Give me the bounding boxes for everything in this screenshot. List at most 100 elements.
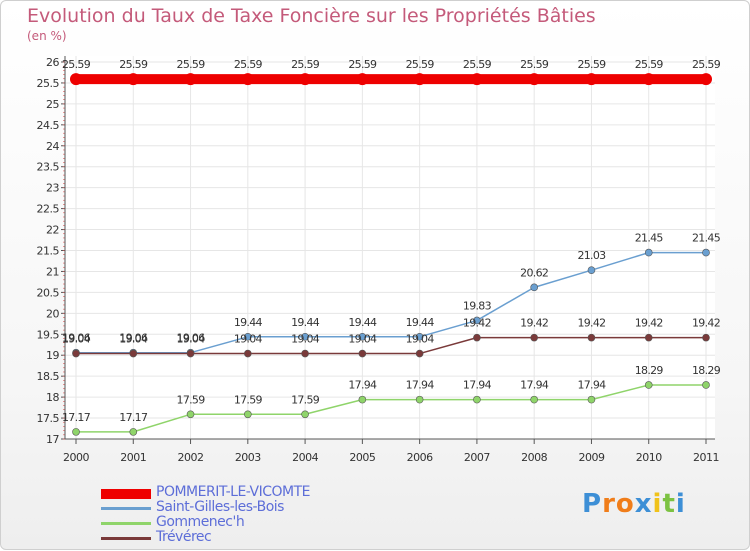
logo-letter: r <box>602 489 616 519</box>
series-point-3 <box>415 349 424 358</box>
data-label: 17.94 <box>577 379 606 392</box>
x-tick-label: 2011 <box>693 451 719 464</box>
series-point-0 <box>470 73 483 86</box>
series-point-0 <box>700 73 712 86</box>
series-point-1 <box>587 266 596 274</box>
series-point-3 <box>186 349 195 358</box>
series-point-0 <box>70 73 82 86</box>
plot-area <box>65 56 715 439</box>
data-label: 17.94 <box>348 379 377 392</box>
data-label: 18.29 <box>692 364 721 377</box>
y-tick-label: 23 <box>46 182 59 195</box>
data-label: 19.06 <box>62 332 91 345</box>
legend-swatch <box>101 507 151 510</box>
series-point-2 <box>244 410 252 419</box>
x-tick-label: 2001 <box>120 451 146 464</box>
data-label: 25.59 <box>119 58 148 71</box>
x-tick-label: 2002 <box>178 451 204 464</box>
y-tick-label: 19.5 <box>37 328 60 341</box>
logo-letter: o <box>615 489 635 519</box>
series-point-3 <box>301 349 309 358</box>
data-label: 21.45 <box>692 232 721 245</box>
series-point-0 <box>184 73 197 86</box>
legend-item: POMMERIT-LE-VICOMTE <box>101 484 421 501</box>
legend-item: Gommenec'h <box>101 514 421 531</box>
data-label: 19.04 <box>406 333 435 346</box>
data-label: 19.04 <box>62 333 91 346</box>
series-point-0 <box>642 73 655 86</box>
series-point-3 <box>702 333 710 342</box>
legend-label: Trévérec <box>156 529 212 545</box>
data-label: 19.42 <box>692 317 720 330</box>
data-label: 19.83 <box>463 299 492 312</box>
data-label: 19.44 <box>291 316 320 329</box>
y-tick-label: 26 <box>46 56 59 69</box>
y-tick-label: 18 <box>46 391 59 404</box>
series-point-3 <box>644 333 653 342</box>
logo-letter: x <box>634 489 653 519</box>
x-tick-label: 2010 <box>636 451 662 464</box>
data-label: 19.04 <box>291 333 320 346</box>
y-tick-label: 20 <box>46 307 59 320</box>
data-label: 25.59 <box>463 58 492 71</box>
data-label: 25.59 <box>577 58 606 71</box>
series-point-0 <box>299 73 312 86</box>
y-tick-label: 20.5 <box>37 286 60 299</box>
data-label: 19.42 <box>577 317 605 330</box>
data-label: 19.04 <box>348 333 377 346</box>
data-label: 25.59 <box>62 58 91 71</box>
series-point-2 <box>415 395 424 404</box>
y-tick-label: 21 <box>46 265 59 278</box>
data-label: 25.59 <box>234 58 263 71</box>
proxiti-logo: Proxiti <box>582 489 686 519</box>
series-point-1 <box>473 316 481 325</box>
series-line-1 <box>76 251 706 354</box>
series-point-2 <box>186 410 195 419</box>
data-label: 17.17 <box>119 411 148 424</box>
legend-swatch <box>101 522 151 525</box>
data-label: 20.62 <box>520 266 548 279</box>
data-label: 25.59 <box>406 58 435 71</box>
chart-title: Evolution du Taux de Taxe Foncière sur l… <box>27 5 596 27</box>
data-label: 25.59 <box>177 58 206 71</box>
series-point-0 <box>241 73 254 86</box>
legend-swatch <box>101 489 151 499</box>
series-point-2 <box>72 428 80 436</box>
data-label: 19.42 <box>463 317 491 330</box>
series-line-2 <box>76 384 706 433</box>
series-point-2 <box>473 395 481 404</box>
series-point-1 <box>644 248 653 257</box>
logo-letter: i <box>675 489 686 519</box>
logo-letter: i <box>652 489 663 519</box>
data-label: 17.59 <box>234 393 263 406</box>
series-point-1 <box>530 283 538 292</box>
y-tick-label: 24.5 <box>37 119 60 132</box>
logo-letter: t <box>662 489 676 519</box>
legend-label: Gommenec'h <box>156 514 245 530</box>
x-tick-label: 2006 <box>407 451 433 464</box>
series-point-2 <box>702 381 710 389</box>
x-tick-label: 2005 <box>349 451 375 464</box>
y-tick-label: 18.5 <box>37 370 60 383</box>
data-label: 17.94 <box>520 379 549 392</box>
data-label: 19.06 <box>177 332 206 345</box>
x-tick-label: 2003 <box>235 451 261 464</box>
y-tick-label: 23.5 <box>37 161 60 174</box>
data-label: 19.44 <box>348 316 377 329</box>
y-tick-label: 19 <box>46 349 59 362</box>
data-label: 25.59 <box>348 58 377 71</box>
data-label: 17.94 <box>406 379 435 392</box>
series-point-0 <box>356 73 369 86</box>
y-tick-label: 21.5 <box>37 245 60 258</box>
data-label: 21.45 <box>635 232 664 245</box>
y-tick-label: 17.5 <box>37 412 60 425</box>
legend-item: Saint-Gilles-les-Bois <box>101 499 421 516</box>
data-label: 19.44 <box>406 316 435 329</box>
series-point-0 <box>528 73 541 86</box>
series-point-2 <box>587 395 596 404</box>
series-point-2 <box>530 395 538 404</box>
series-point-0 <box>585 73 598 86</box>
series-point-1 <box>358 332 367 341</box>
data-label: 19.04 <box>234 333 263 346</box>
